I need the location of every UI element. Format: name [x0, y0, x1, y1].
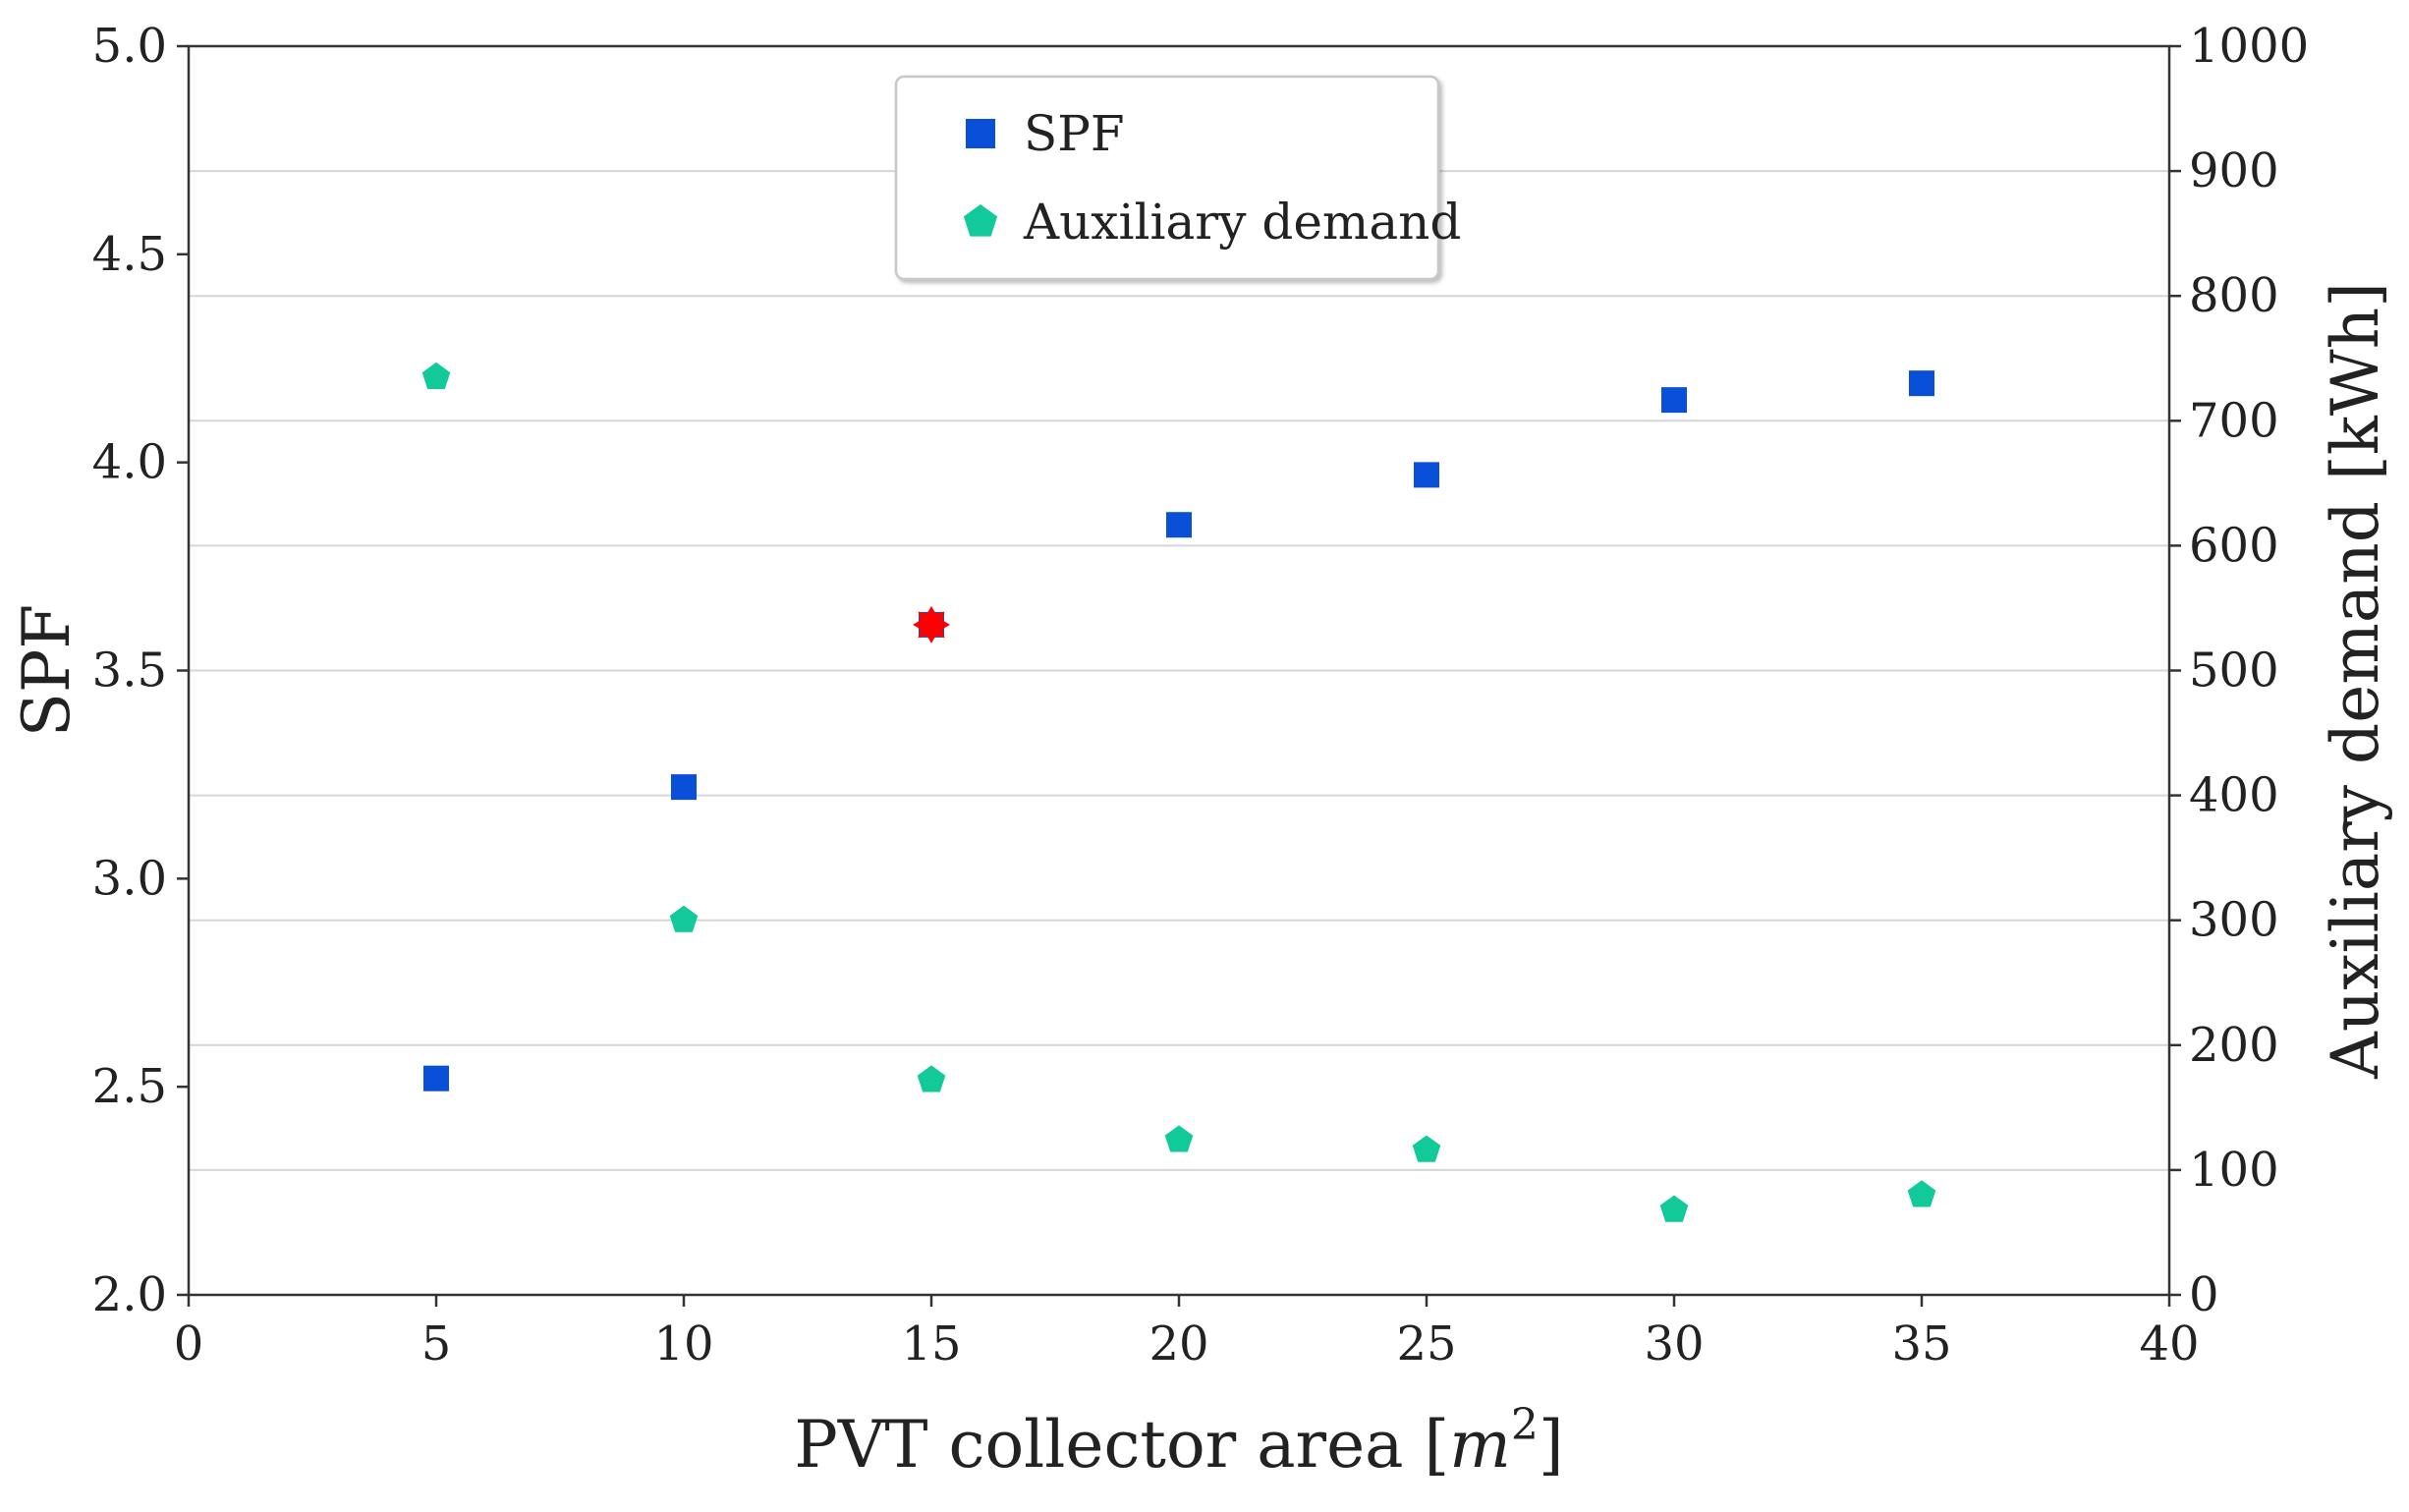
- y2-tick-label-9: 900: [2189, 143, 2279, 198]
- y2-tick-label-1: 100: [2189, 1143, 2279, 1198]
- x-axis-label-unit-exponent: 2: [1511, 1400, 1539, 1450]
- y2-tick-label-8: 800: [2189, 268, 2279, 323]
- x-tick-label-1: 5: [421, 1316, 452, 1372]
- x-tick-label-5: 25: [1396, 1316, 1456, 1372]
- y-tick-label-6: 5.0: [92, 19, 167, 74]
- data-points: [421, 362, 1936, 1222]
- auxiliary-demand-point-6: [1907, 1180, 1936, 1207]
- x-axis-label: PVT collector area [m2]: [794, 1400, 1563, 1483]
- spf-point-5: [1661, 387, 1687, 414]
- y-tick-label-1: 2.5: [92, 1059, 167, 1114]
- x-axis-label-text: PVT collector area: [794, 1407, 1403, 1483]
- legend-label-spf: SPF: [1024, 105, 1125, 162]
- y2-tick-label-5: 500: [2189, 644, 2279, 699]
- x-tick-label-3: 15: [901, 1316, 961, 1372]
- auxiliary-demand-point-2: [917, 1065, 946, 1092]
- legend-box: [894, 75, 1440, 281]
- y2-tick-label-4: 400: [2189, 768, 2279, 823]
- x-tick-label-0: 0: [174, 1316, 204, 1372]
- auxiliary-demand-point-3: [1164, 1125, 1194, 1152]
- legend: SPF Auxiliary demand: [894, 75, 1461, 281]
- spf-point-1: [671, 774, 697, 801]
- x-tick-label-2: 10: [653, 1316, 713, 1372]
- x-tick-label-7: 35: [1891, 1316, 1951, 1372]
- legend-items: SPF Auxiliary demand: [963, 105, 1461, 251]
- spf-point-0: [423, 1065, 449, 1092]
- legend-marker-spf: [966, 119, 995, 148]
- y2-tick-label-7: 700: [2189, 393, 2279, 448]
- y-tick-label-5: 4.5: [92, 227, 167, 282]
- y2-tick-label-0: 0: [2189, 1267, 2219, 1322]
- spf-point-3: [1166, 512, 1192, 538]
- x-axis-label-bracket-open: [: [1404, 1407, 1450, 1483]
- x-axis-label-bracket-close: ]: [1539, 1407, 1564, 1483]
- spf-point-4: [1414, 462, 1439, 488]
- x-axis-label-unit: m: [1449, 1407, 1511, 1483]
- y2-tick-label-6: 600: [2189, 518, 2279, 573]
- x-tick-label-8: 40: [2139, 1316, 2199, 1372]
- y2-tick-label-3: 300: [2189, 893, 2279, 948]
- y-tick-label-4: 4.0: [92, 435, 167, 490]
- legend-label-auxiliary-demand: Auxiliary demand: [1023, 194, 1461, 251]
- y-tick-label-0: 2.0: [92, 1267, 167, 1322]
- grid-lines: [189, 170, 2169, 1171]
- x-tick-label-4: 20: [1148, 1316, 1208, 1372]
- auxiliary-demand-point-1: [669, 905, 699, 932]
- y2-axis-label: Auxiliary demand [kWh]: [2318, 282, 2393, 1080]
- legend-marker-auxiliary-demand: [963, 204, 998, 237]
- y-tick-label-3: 3.5: [92, 644, 167, 699]
- y-tick-label-2: 3.0: [92, 851, 167, 906]
- highlight-point: [913, 605, 950, 644]
- y2-tick-label-10: 1000: [2189, 19, 2309, 74]
- spf-point-6: [1909, 370, 1934, 397]
- auxiliary-demand-point-5: [1659, 1195, 1689, 1222]
- axis-ticks: 0 5 10 15 20 25 30 35 40 2.0 2.5 3.0 3.5 4.0 4.5 5.0 0 10…: [92, 19, 2310, 1372]
- x-tick-label-6: 30: [1644, 1316, 1704, 1372]
- y2-tick-label-2: 200: [2189, 1018, 2279, 1073]
- y-axis-label: SPF: [9, 604, 84, 737]
- auxiliary-demand-point-4: [1412, 1135, 1441, 1162]
- auxiliary-demand-point-0: [421, 362, 451, 389]
